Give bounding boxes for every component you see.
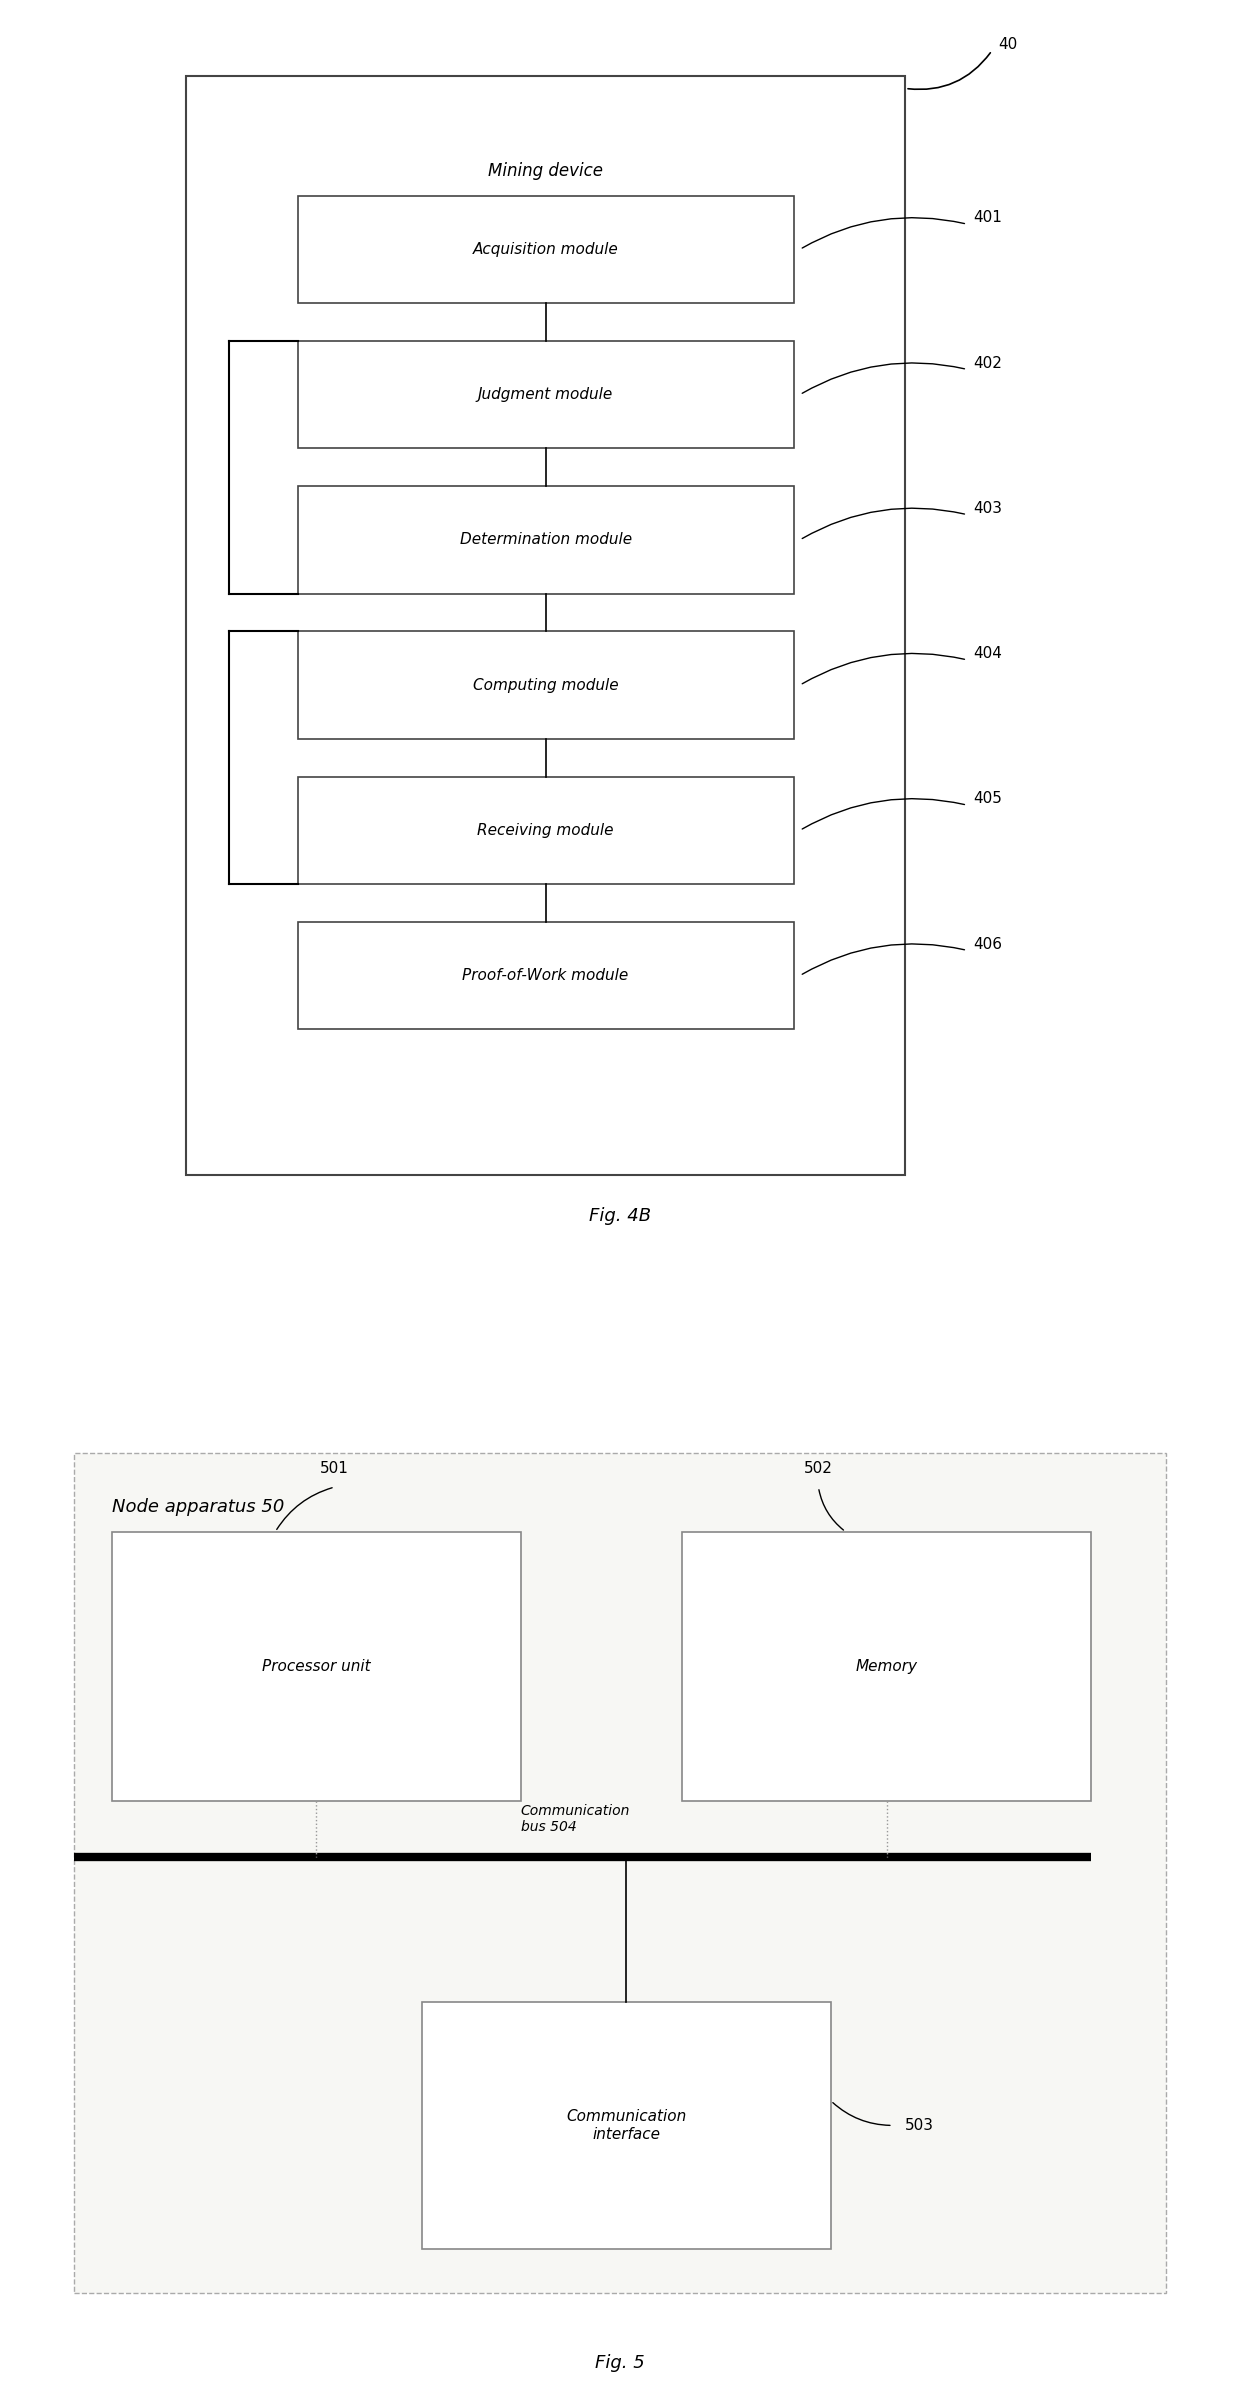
Text: Memory: Memory [856, 1659, 918, 1673]
Bar [298, 486, 794, 593]
Text: Fig. 5: Fig. 5 [595, 2354, 645, 2371]
Bar [298, 631, 794, 739]
Bar [74, 1454, 1166, 2292]
Bar [422, 2002, 831, 2250]
Text: Node apparatus 50: Node apparatus 50 [112, 1499, 284, 1516]
Text: 403: 403 [973, 500, 1002, 515]
Bar [112, 1532, 521, 1802]
Text: Proof-of-Work module: Proof-of-Work module [463, 967, 629, 984]
Text: Fig. 4B: Fig. 4B [589, 1208, 651, 1225]
Text: 501: 501 [320, 1461, 350, 1475]
Text: Receiving module: Receiving module [477, 822, 614, 839]
Bar [682, 1532, 1091, 1802]
Text: Acquisition module: Acquisition module [472, 243, 619, 257]
Bar [298, 341, 794, 448]
Text: 502: 502 [804, 1461, 833, 1475]
Text: Mining device: Mining device [489, 162, 603, 179]
Text: 503: 503 [905, 2118, 934, 2133]
Text: Communication
bus 504: Communication bus 504 [521, 1804, 630, 1835]
Text: 405: 405 [973, 791, 1002, 805]
Bar [298, 195, 794, 303]
Bar [298, 777, 794, 884]
Text: 40: 40 [998, 36, 1018, 52]
Text: 402: 402 [973, 355, 1002, 372]
Bar [298, 922, 794, 1029]
Text: Judgment module: Judgment module [477, 386, 614, 403]
Text: 404: 404 [973, 646, 1002, 660]
Text: Communication
interface: Communication interface [567, 2109, 686, 2142]
Text: 401: 401 [973, 210, 1002, 226]
Text: 406: 406 [973, 937, 1002, 951]
Text: Determination module: Determination module [460, 531, 631, 548]
Bar [186, 76, 905, 1175]
Text: Processor unit: Processor unit [262, 1659, 371, 1673]
Text: Computing module: Computing module [472, 677, 619, 693]
